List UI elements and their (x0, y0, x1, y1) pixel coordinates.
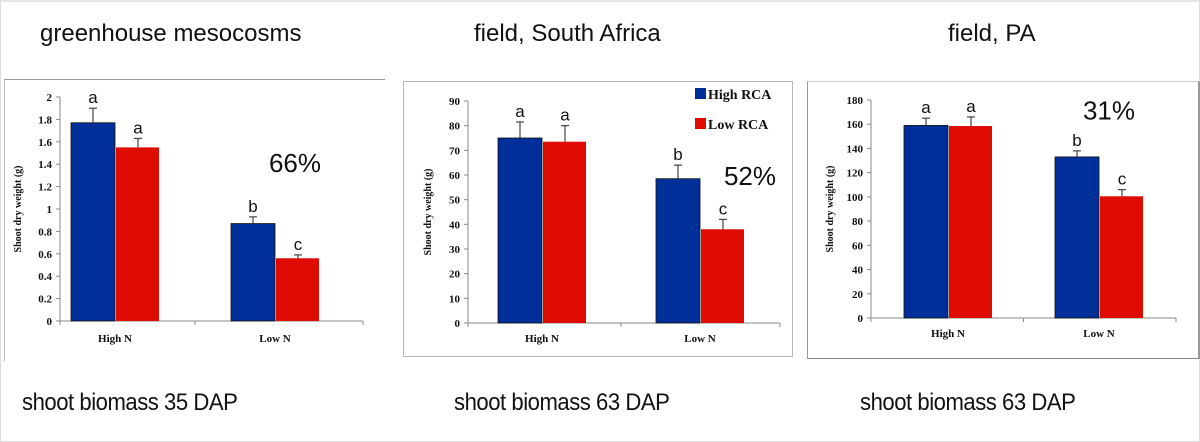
chart-panel-greenhouse: 0 0.2 0.4 0.6 0.8 1 1.2 1.4 1.6 1.8 2 Shoot dry wei… (4, 79, 385, 361)
y-tick-label: 0 (455, 318, 461, 330)
y-tick-label: 1.2 (38, 182, 52, 194)
y-tick-label: 60 (852, 240, 864, 252)
y-tick-label: 2 (47, 92, 53, 104)
y-tick-label: 30 (449, 244, 461, 256)
y-tick-label: 90 (449, 96, 461, 108)
legend-label: Low RCA (708, 118, 769, 133)
x-tick-label: Low N (684, 333, 716, 345)
bar-high-rca (230, 223, 276, 322)
chart-greenhouse: 0 0.2 0.4 0.6 0.8 1 1.2 1.4 1.6 1.8 2 Shoot dry wei… (13, 88, 364, 345)
y-tick-label: 10 (449, 293, 461, 305)
significance-letter: c (294, 235, 303, 254)
y-tick-label: 0.2 (38, 294, 52, 306)
chart-panel-south-africa: 0 10 20 30 40 50 60 70 80 90 Shoot dry weight (g) H… (403, 81, 793, 357)
y-axis-label: Shoot dry weight (g) (825, 166, 836, 253)
significance-letter: b (673, 145, 682, 164)
bar-high-rca (70, 122, 116, 322)
bar-low-rca (543, 141, 586, 323)
y-tick-label: 1.6 (38, 137, 52, 149)
significance-letter: a (88, 88, 98, 107)
x-tick-label: High N (525, 333, 559, 345)
chart-title-greenhouse: greenhouse mesocosms (40, 20, 302, 47)
bar-low-rca (116, 147, 159, 321)
x-tick-label: High N (931, 328, 965, 340)
legend-label: High RCA (708, 88, 772, 103)
x-tick-label: Low N (1083, 328, 1115, 340)
percent-annotation: 66% (269, 148, 321, 178)
chart-pa: 0 20 40 60 80 100 120 140 160 180 Shoot dry weight… (825, 95, 1177, 340)
y-tick-label: 120 (847, 168, 864, 180)
significance-letter: a (560, 106, 570, 125)
y-tick-label: 50 (449, 195, 461, 207)
significance-letter: b (1072, 131, 1081, 150)
y-tick-label: 0 (47, 316, 53, 328)
y-tick-label: 80 (449, 121, 461, 133)
bar-low-rca (949, 126, 992, 319)
y-tick-label: 180 (847, 95, 864, 107)
y-tick-label: 20 (449, 269, 461, 281)
bar-high-rca (655, 178, 701, 324)
x-tick-label: Low N (259, 333, 291, 345)
bar-high-rca (497, 137, 543, 324)
chart-panel-pa: 0 20 40 60 80 100 120 140 160 180 Shoot dry weight… (807, 81, 1200, 359)
y-tick-label: 1.8 (38, 114, 52, 126)
significance-letter: a (921, 98, 931, 117)
y-tick-label: 0.4 (38, 271, 52, 283)
caption-greenhouse: shoot biomass 35 DAP (22, 389, 238, 416)
y-tick-label: 40 (852, 265, 864, 277)
percent-annotation: 31% (1083, 96, 1135, 126)
y-tick-label: 0.8 (38, 226, 52, 238)
significance-letter: a (515, 102, 525, 121)
y-tick-label: 0 (858, 313, 864, 325)
bar-low-rca (1100, 196, 1143, 318)
chart-south-africa: 0 10 20 30 40 50 60 70 80 90 Shoot dry weight (g) H… (423, 88, 781, 345)
y-tick-label: 1.4 (38, 159, 52, 171)
significance-letter: b (248, 197, 257, 216)
y-tick-label: 20 (852, 289, 864, 301)
y-axis-label: Shoot dry weight (g) (13, 166, 24, 253)
significance-letter: c (1118, 170, 1127, 189)
bar-high-rca (1054, 156, 1100, 319)
percent-annotation: 52% (724, 161, 776, 191)
significance-letter: a (133, 118, 143, 137)
legend-swatch (695, 118, 706, 129)
y-tick-label: 160 (847, 119, 864, 131)
significance-letter: a (966, 97, 976, 116)
bar-low-rca (701, 229, 744, 323)
y-tick-label: 100 (847, 192, 864, 204)
bar-low-rca (276, 258, 319, 321)
y-tick-label: 40 (449, 219, 461, 231)
y-tick-label: 60 (449, 170, 461, 182)
y-tick-label: 70 (449, 145, 461, 157)
chart-title-south-africa: field, South Africa (474, 20, 661, 47)
significance-letter: c (719, 199, 728, 218)
chart-title-pa: field, PA (948, 20, 1036, 47)
bar-high-rca (903, 125, 949, 319)
y-axis-label: Shoot dry weight (g) (423, 169, 434, 256)
y-tick-label: 0.6 (38, 249, 52, 261)
caption-south-africa: shoot biomass 63 DAP (454, 389, 670, 416)
y-tick-label: 140 (847, 143, 864, 155)
caption-pa: shoot biomass 63 DAP (860, 389, 1076, 416)
legend-swatch (695, 88, 706, 99)
y-tick-label: 1 (47, 204, 53, 216)
x-tick-label: High N (98, 333, 132, 345)
y-tick-label: 80 (852, 216, 864, 228)
